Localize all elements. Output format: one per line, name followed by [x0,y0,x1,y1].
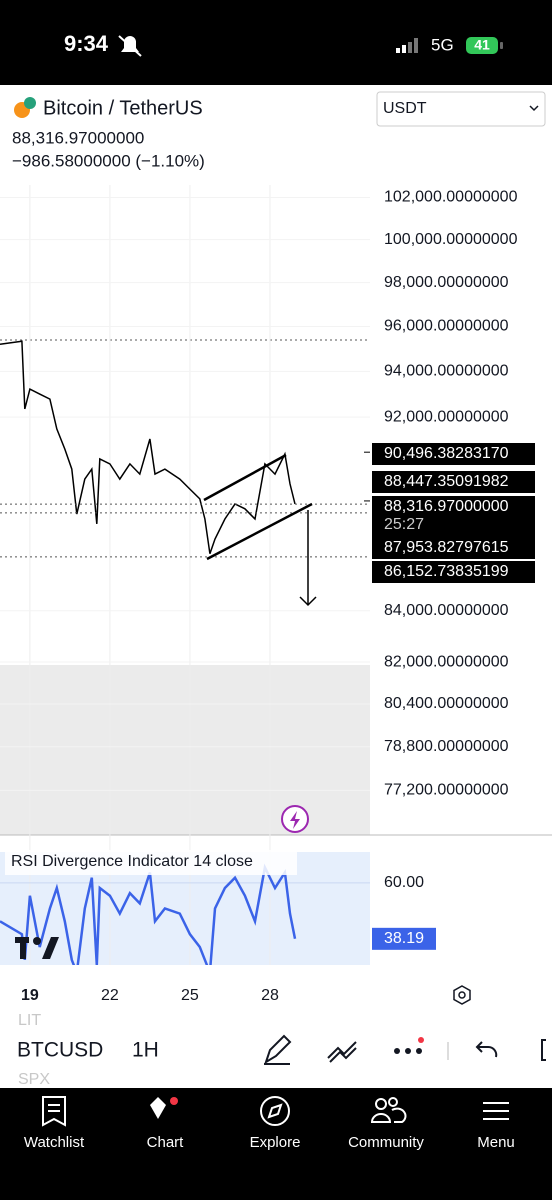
y-tick-label: 77,200.00000000 [384,782,509,799]
hint-symbol: LIT [18,1012,41,1029]
y-tick-label: 92,000.00000000 [384,408,509,425]
nav-label[interactable]: Explore [250,1134,301,1151]
network: 5G [431,35,454,54]
dropdown-chevron [529,105,539,112]
nav-label[interactable]: Menu [477,1134,515,1151]
y-tick-label: 96,000.00000000 [384,318,509,335]
toolbar-symbol[interactable]: BTCUSD [17,1039,103,1062]
battery [466,37,498,54]
rsi-title: RSI Divergence Indicator 14 close [11,853,253,870]
more-button[interactable] [394,1037,424,1054]
price-badge [372,561,535,583]
chart-icon [150,1097,166,1119]
chart-badge [170,1097,178,1105]
currency-select[interactable] [376,91,546,127]
settings-icon[interactable] [453,985,471,1005]
price-change: −986.58000000 (−1.10%) [12,151,205,170]
price-badge-label: 88,316.97000000 [384,498,509,515]
menu-icon [483,1102,509,1120]
status-bar [0,0,552,85]
price-badge [372,471,535,493]
tv-logo [15,937,59,959]
x-tick-label: 22 [101,987,119,1004]
y-tick-label: 102,000.00000000 [384,189,518,206]
toolbar-interval[interactable]: 1H [132,1039,159,1062]
rsi-label-box [5,850,297,875]
price-badge [372,496,535,538]
nav-label[interactable]: Chart [147,1134,185,1151]
x-tick-label: 25 [181,987,199,1004]
y-tick-label: 100,000.00000000 [384,231,518,248]
nav-label[interactable]: Watchlist [24,1134,85,1151]
y-tick-label: 94,000.00000000 [384,363,509,380]
y-tick-label: 98,000.00000000 [384,274,509,291]
price-badge-label: 88,447.35091982 [384,473,509,490]
alert-icon [290,811,300,829]
expand[interactable] [541,1039,546,1061]
y-tick-label: 78,800.00000000 [384,738,509,755]
usdt-icon [24,97,36,109]
price-badge [372,537,535,559]
y-tick-label: 80,400.00000000 [384,695,509,712]
countdown: 25:27 [384,516,424,533]
price-badge-label: 90,496.38283170 [384,445,509,462]
price-badge-label: 87,953.82797615 [384,539,509,556]
community-body [370,1107,407,1123]
series-line [0,340,296,554]
rsi-tick-label: 60.00 [384,874,424,891]
rsi-badge-label: 38.19 [384,930,424,947]
series-line [0,863,297,965]
undo[interactable] [475,1041,498,1058]
explore-needle [267,1103,283,1119]
y-tick-label: 84,000.00000000 [384,602,509,619]
x-tick-label: 19 [21,987,39,1004]
symbol-title: Bitcoin / TetherUS [43,97,203,119]
rsi-badge [372,927,436,950]
community-icon-2 [388,1097,398,1107]
nav-icons [42,1096,509,1127]
y-tick-label: 82,000.00000000 [384,653,509,670]
status-time: 9:34 [64,31,109,56]
toolbar-icons [264,1034,546,1065]
battery-tip [500,42,503,49]
price-badge-label: 86,152.73835199 [384,563,509,580]
last-price: 88,316.97000000 [12,128,144,147]
currency-label: USDT [383,100,427,117]
explore-icon [260,1096,290,1126]
signal-icon [396,38,418,53]
x-tick-label: 28 [261,987,279,1004]
draw-tool[interactable] [264,1034,292,1065]
battery-level: 41 [474,37,490,53]
empty-range [0,665,370,835]
settings-icon-core [458,991,466,999]
hint-symbol: SPX [18,1071,50,1088]
price-badge [372,443,535,465]
community-icon [375,1098,387,1110]
drawing-wedge [203,453,313,561]
mute-icon [118,35,142,57]
drawings-tool[interactable] [327,1041,357,1063]
nav-label[interactable]: Community [348,1134,424,1151]
drawing-arrow [299,510,317,607]
watchlist-icon [42,1096,66,1127]
